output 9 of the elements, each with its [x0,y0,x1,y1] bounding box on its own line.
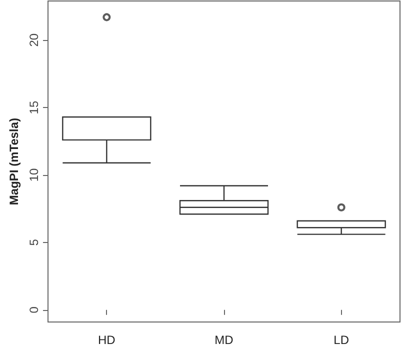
x-tick-label: HD [98,333,116,347]
x-tick-label: LD [334,333,350,347]
y-axis-title: MagPI (mTesla) [7,118,21,206]
y-tick-label: 15 [27,100,41,114]
x-tick-label: MD [214,333,234,347]
y-tick-label: 10 [27,168,41,182]
y-tick-label: 5 [27,238,41,246]
y-tick-label: 20 [27,33,41,47]
y-tick-label: 0 [27,306,41,314]
